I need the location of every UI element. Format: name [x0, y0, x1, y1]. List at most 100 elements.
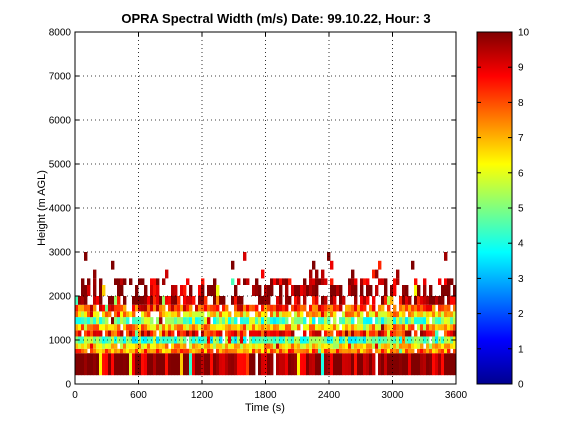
heatmap-cell-band-8 — [438, 304, 442, 312]
heatmap-cell-band-1 — [147, 348, 151, 354]
heatmap-cell-band-1 — [186, 348, 190, 354]
heatmap-cell-band-9 — [159, 296, 163, 305]
heatmap-cell-band-1 — [336, 348, 340, 354]
heatmap-cell-band-11 — [276, 278, 280, 285]
heatmap-cell-band-12 — [375, 269, 379, 279]
heatmap-cell-band-1 — [204, 348, 208, 354]
heatmap-cell-band-1 — [396, 348, 400, 354]
heatmap-cell-band-5 — [360, 324, 364, 331]
heatmap-cell-band-0 — [423, 353, 427, 376]
heatmap-cell-band-8 — [270, 304, 274, 312]
heatmap-cell-band-0 — [411, 353, 415, 376]
heatmap-cell-band-2 — [228, 343, 232, 349]
heatmap-cell-band-0 — [270, 353, 274, 376]
heatmap-cell-band-7 — [78, 311, 82, 318]
heatmap-cell-band-3 — [81, 336, 85, 344]
heatmap-cell-band-5 — [324, 324, 328, 331]
heatmap-cell-band-4 — [111, 330, 115, 337]
heatmap-cell-band-9 — [453, 296, 457, 305]
heatmap-cell-band-6 — [318, 317, 322, 325]
heatmap-cell-band-0 — [162, 353, 166, 376]
heatmap-cell-band-5 — [144, 324, 148, 331]
heatmap-cell-band-3 — [120, 336, 124, 344]
heatmap-cell-band-8 — [405, 304, 409, 312]
heatmap-cell-band-4 — [288, 330, 292, 337]
heatmap-cell-band-5 — [363, 324, 367, 331]
heatmap-cell-band-5 — [156, 324, 160, 331]
heatmap-cell-band-2 — [396, 343, 400, 349]
heatmap-cell-band-6 — [87, 317, 91, 325]
heatmap-cell-band-3 — [165, 336, 169, 344]
heatmap-cell-band-9 — [162, 296, 166, 305]
heatmap-cell-band-8 — [414, 304, 418, 312]
heatmap-cell-band-6 — [183, 317, 187, 325]
heatmap-cell-band-9 — [354, 296, 358, 305]
heatmap-cell-band-5 — [348, 324, 352, 331]
colorbar-tick-label: 4 — [518, 239, 524, 250]
heatmap-cell-band-11 — [324, 278, 328, 285]
heatmap-cell-band-1 — [174, 348, 178, 354]
heatmap-cell-band-2 — [135, 343, 139, 349]
heatmap-cell-band-3 — [192, 336, 196, 344]
heatmap-cell-band-3 — [84, 336, 88, 344]
heatmap-cell-band-5 — [375, 324, 379, 331]
heatmap-cell-band-3 — [273, 336, 277, 344]
heatmap-cell-band-8 — [312, 304, 316, 312]
heatmap-cell-band-4 — [99, 330, 103, 337]
heatmap-cell-band-2 — [171, 343, 175, 349]
heatmap-cell-band-5 — [438, 324, 442, 331]
heatmap-cell-band-4 — [108, 330, 112, 337]
heatmap-cell-band-11 — [393, 278, 397, 285]
heatmap-cell-band-9 — [414, 296, 418, 305]
heatmap-cell-band-5 — [327, 324, 331, 331]
colorbar-tick-label: 9 — [518, 63, 524, 74]
heatmap-cell-band-4 — [444, 330, 448, 337]
heatmap-cell-band-11 — [231, 278, 235, 285]
heatmap-cell-band-7 — [237, 311, 241, 318]
heatmap-cell-band-3 — [267, 336, 271, 344]
heatmap-cell-band-4 — [318, 330, 322, 337]
heatmap-cell-band-6 — [120, 317, 124, 325]
heatmap-cell-band-0 — [318, 353, 322, 376]
heatmap-cell-band-0 — [417, 353, 421, 376]
heatmap-cell-band-1 — [123, 348, 127, 354]
heatmap-cell-band-9 — [342, 296, 346, 305]
heatmap-cell-band-10 — [375, 285, 379, 296]
heatmap-cell-band-11 — [87, 278, 91, 285]
heatmap-cell-band-6 — [399, 317, 403, 325]
heatmap-cell-band-5 — [279, 324, 283, 331]
heatmap-cell-band-8 — [252, 304, 256, 312]
heatmap-cell-band-2 — [294, 343, 298, 349]
heatmap-cell-band-5 — [267, 324, 271, 331]
heatmap-cell-band-0 — [414, 353, 418, 376]
colorbar: 0 1 2 3 4 5 6 7 8 9 10 — [476, 28, 530, 391]
heatmap-cell-band-5 — [288, 324, 292, 331]
heatmap-cell-band-5 — [423, 324, 427, 331]
heatmap-cell-band-2 — [255, 343, 259, 349]
heatmap-cell-band-3 — [93, 336, 97, 344]
heatmap-cell-band-10 — [447, 285, 451, 296]
heatmap-cell-band-7 — [378, 311, 382, 318]
heatmap-cell-band-6 — [102, 317, 106, 325]
heatmap-cell-band-2 — [321, 343, 325, 349]
heatmap-cell-band-1 — [327, 348, 331, 354]
heatmap-cell-band-6 — [84, 317, 88, 325]
heatmap-cell-band-11 — [129, 278, 133, 285]
heatmap-cell-band-1 — [132, 348, 136, 354]
heatmap-cell-band-4 — [75, 330, 79, 337]
heatmap-cell-band-1 — [99, 348, 103, 354]
heatmap-cell-band-5 — [186, 324, 190, 331]
heatmap-cell-band-1 — [93, 348, 97, 354]
heatmap-cell-band-4 — [369, 330, 373, 337]
heatmap-cell-band-9 — [192, 296, 196, 305]
heatmap-cell-band-10 — [144, 285, 148, 296]
heatmap-cell-band-5 — [273, 324, 277, 331]
heatmap-cell-band-10 — [180, 285, 184, 296]
heatmap-cell-band-3 — [135, 336, 139, 344]
heatmap-cell-band-2 — [258, 343, 262, 349]
heatmap-cell-band-1 — [429, 348, 433, 354]
heatmap-cell-band-6 — [297, 317, 301, 325]
heatmap-cell-band-3 — [168, 336, 172, 344]
heatmap-cell-band-5 — [93, 324, 97, 331]
heatmap-cell-band-9 — [96, 296, 100, 305]
